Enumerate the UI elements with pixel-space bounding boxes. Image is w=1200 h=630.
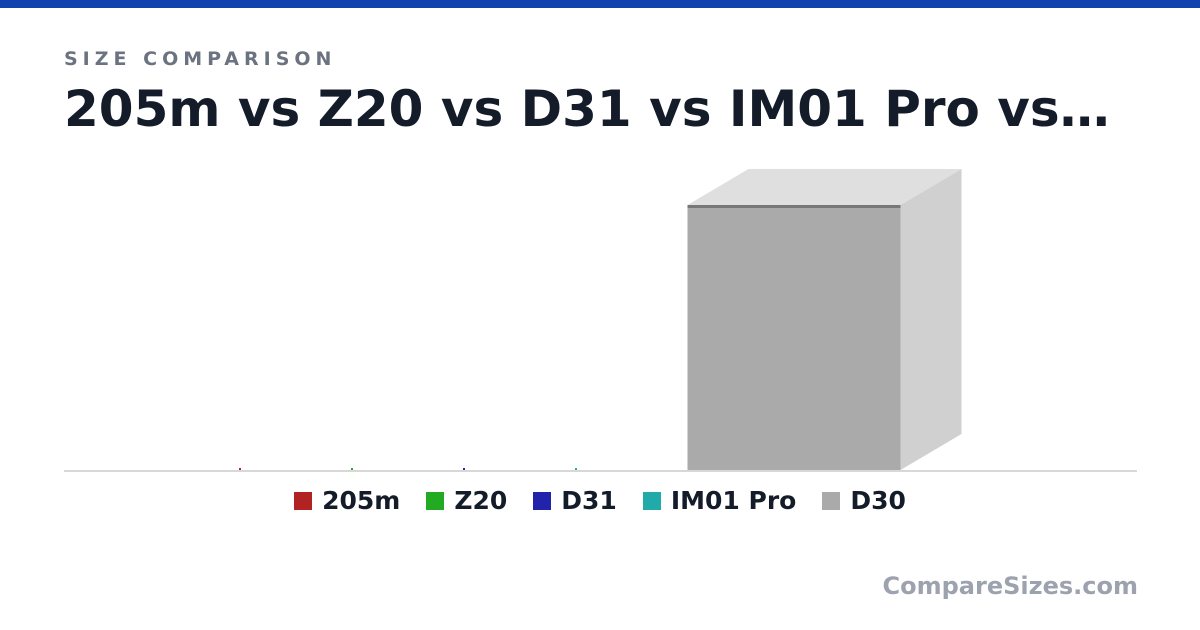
page-title: 205m vs Z20 vs D31 vs IM01 Pro vs… <box>64 80 1110 138</box>
legend-item-d31: D31 <box>533 486 617 515</box>
bar-205m <box>239 468 241 470</box>
bar-front-face <box>351 468 353 470</box>
legend-swatch <box>642 491 661 510</box>
legend-swatch <box>294 491 313 510</box>
legend-label: 205m <box>322 486 401 515</box>
legend-item-205m: 205m <box>294 486 400 515</box>
legend-item-d30: D30 <box>822 486 906 515</box>
legend-swatch <box>822 491 841 510</box>
top-accent-bar <box>0 0 1200 8</box>
bar-im01-pro <box>575 468 577 470</box>
bar-d31 <box>463 468 465 470</box>
bar-front-face <box>239 468 241 470</box>
bar-chart <box>64 169 1137 472</box>
bar-d30 <box>687 169 962 470</box>
legend-label: D31 <box>561 486 617 515</box>
eyebrow-label: SIZE COMPARISON <box>64 48 337 70</box>
legend-item-z20: Z20 <box>426 486 507 515</box>
bar-front-face <box>687 205 901 470</box>
legend-item-im01-pro: IM01 Pro <box>642 486 797 515</box>
bar-front-face <box>463 468 465 470</box>
legend-swatch <box>533 491 552 510</box>
legend-label: Z20 <box>454 486 508 515</box>
bar-z20 <box>351 468 353 470</box>
bar-front-face <box>575 468 577 470</box>
legend-swatch <box>426 491 445 510</box>
bar-side-face <box>900 169 962 470</box>
bar-top-edge <box>687 205 901 208</box>
legend-label: D30 <box>850 486 906 515</box>
legend-label: IM01 Pro <box>670 486 797 515</box>
chart-legend: 205m Z20 D31 IM01 Pro D30 <box>0 486 1200 515</box>
bar-top-face <box>687 169 962 205</box>
brand-watermark: CompareSizes.com <box>882 572 1138 600</box>
